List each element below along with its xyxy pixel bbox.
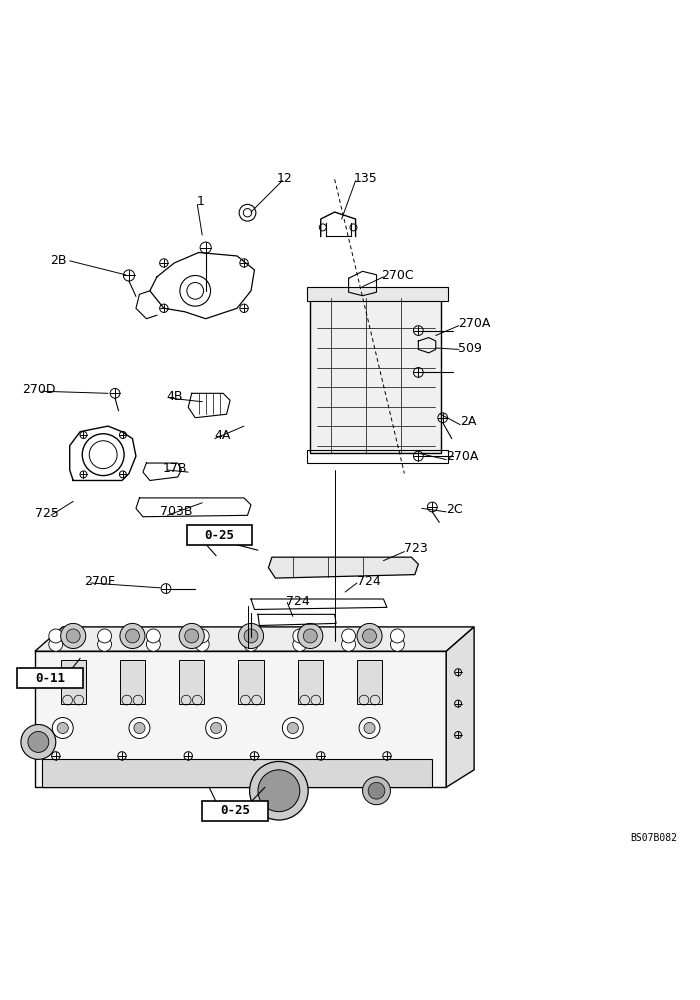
Text: 270C: 270C [382, 269, 414, 282]
Circle shape [49, 629, 63, 643]
Circle shape [52, 718, 74, 738]
Circle shape [391, 637, 405, 651]
Circle shape [342, 629, 356, 643]
FancyBboxPatch shape [187, 525, 253, 545]
Bar [61, 660, 86, 704]
Text: BS07B082: BS07B082 [631, 833, 678, 843]
Circle shape [364, 722, 375, 734]
Circle shape [120, 623, 145, 649]
Bar [239, 660, 263, 704]
FancyBboxPatch shape [18, 668, 83, 688]
Text: 703B: 703B [160, 505, 193, 518]
Circle shape [129, 718, 150, 738]
Circle shape [146, 629, 160, 643]
Polygon shape [35, 651, 446, 787]
Circle shape [206, 718, 227, 738]
Polygon shape [35, 627, 474, 651]
Circle shape [303, 629, 317, 643]
Circle shape [293, 637, 307, 651]
Text: 270A: 270A [446, 450, 479, 463]
Polygon shape [446, 627, 474, 787]
Circle shape [57, 722, 69, 734]
Circle shape [293, 629, 307, 643]
Polygon shape [268, 557, 419, 578]
Text: 2A: 2A [460, 415, 477, 428]
Circle shape [21, 725, 56, 759]
Circle shape [391, 629, 405, 643]
Text: 17B: 17B [163, 462, 188, 475]
Text: 725: 725 [35, 507, 59, 520]
Text: 0-11: 0-11 [35, 672, 65, 685]
Text: 4A: 4A [214, 429, 230, 442]
Circle shape [287, 722, 298, 734]
Circle shape [363, 777, 391, 805]
Circle shape [179, 623, 204, 649]
Text: 0-25: 0-25 [204, 529, 234, 542]
Circle shape [66, 629, 80, 643]
Circle shape [244, 629, 258, 643]
Circle shape [363, 629, 377, 643]
Circle shape [195, 637, 209, 651]
Bar [179, 660, 204, 704]
Text: 12: 12 [276, 172, 293, 185]
Circle shape [97, 629, 111, 643]
Circle shape [61, 623, 86, 649]
Text: 4B: 4B [167, 390, 183, 403]
Bar [307, 287, 447, 301]
Text: 0-25: 0-25 [220, 804, 250, 817]
Circle shape [250, 761, 308, 820]
Text: 724: 724 [286, 595, 309, 608]
Circle shape [244, 629, 258, 643]
Text: 2C: 2C [446, 503, 463, 516]
Text: 135: 135 [354, 172, 377, 185]
Circle shape [282, 718, 303, 738]
Text: 723: 723 [405, 542, 428, 555]
FancyBboxPatch shape [202, 801, 267, 821]
Text: 270A: 270A [458, 317, 491, 330]
Circle shape [49, 637, 63, 651]
Text: 270D: 270D [22, 383, 56, 396]
Bar [120, 660, 145, 704]
Circle shape [97, 637, 111, 651]
Circle shape [125, 629, 139, 643]
Text: 270F: 270F [84, 575, 115, 588]
Circle shape [146, 637, 160, 651]
Circle shape [134, 722, 145, 734]
Circle shape [298, 623, 323, 649]
Circle shape [28, 731, 49, 752]
Circle shape [359, 718, 380, 738]
Text: 2B: 2B [50, 254, 66, 267]
Polygon shape [42, 759, 433, 787]
Bar [307, 450, 447, 463]
Circle shape [195, 629, 209, 643]
Circle shape [211, 722, 222, 734]
Bar [357, 660, 382, 704]
Circle shape [239, 623, 263, 649]
Text: 509: 509 [458, 342, 482, 355]
Circle shape [368, 782, 385, 799]
Circle shape [185, 629, 199, 643]
Bar [298, 660, 323, 704]
Bar [310, 298, 440, 453]
Text: 1: 1 [197, 195, 204, 208]
Text: 724: 724 [357, 575, 381, 588]
Circle shape [357, 623, 382, 649]
Circle shape [258, 770, 300, 812]
Circle shape [244, 637, 258, 651]
Circle shape [342, 637, 356, 651]
